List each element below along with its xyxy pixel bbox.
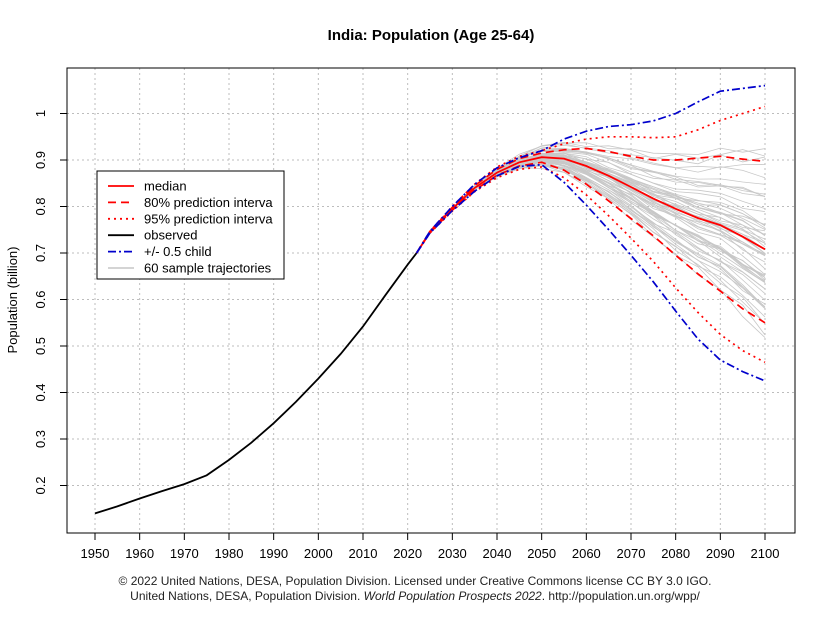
caption-source-suffix: . http://population.un.org/wpp/: [541, 589, 700, 603]
y-tick-label-0.7: 0.7: [33, 244, 48, 262]
plot-frame: [66, 67, 796, 534]
series--0-5-child-upper: [415, 84, 766, 254]
series-median: [415, 156, 766, 254]
y-tick-label-0.5: 0.5: [33, 337, 48, 355]
caption-source: United Nations, DESA, Population Divisio…: [0, 589, 830, 603]
x-tick-label-2060: 2060: [572, 546, 601, 561]
legend-label-4: +/- 0.5 child: [144, 244, 212, 259]
x-tick-label-2070: 2070: [617, 546, 646, 561]
y-axis-label: Population (billion): [5, 247, 20, 354]
series-80-prediction-interva-lower: [415, 161, 766, 324]
x-tick-label-2030: 2030: [438, 546, 467, 561]
x-tick-label-1950: 1950: [81, 546, 110, 561]
y-tick-label-0.9: 0.9: [33, 151, 48, 169]
x-tick-label-1970: 1970: [170, 546, 199, 561]
x-tick-label-1960: 1960: [125, 546, 154, 561]
series-lines: [94, 84, 766, 515]
sample-trajectories: [416, 141, 766, 338]
y-tick-label-0.3: 0.3: [33, 430, 48, 448]
legend-box: [96, 170, 285, 280]
x-tick-label-2040: 2040: [483, 546, 512, 561]
caption-copyright: © 2022 United Nations, DESA, Population …: [118, 574, 712, 588]
y-tick-label-1: 1: [33, 110, 48, 117]
legend-label-1: 80% prediction interva: [144, 195, 273, 210]
series-95-prediction-interva-lower: [415, 166, 766, 364]
x-tick-label-2000: 2000: [304, 546, 333, 561]
legend-label-0: median: [144, 179, 187, 194]
x-tick-label-1990: 1990: [259, 546, 288, 561]
x-tick-label-2050: 2050: [527, 546, 556, 561]
x-tick-label-2080: 2080: [661, 546, 690, 561]
y-tick-label-0.4: 0.4: [33, 383, 48, 401]
series-80-prediction-interva-upper: [415, 147, 766, 254]
y-tick-label-0.6: 0.6: [33, 290, 48, 308]
legend-label-5: 60 sample trajectories: [144, 261, 272, 276]
legend-label-3: observed: [144, 228, 197, 243]
x-tick-label-2020: 2020: [393, 546, 422, 561]
axes: 1950 1960 1970 1980 1990 2000 2010 2020 2030 2040…: [33, 110, 779, 561]
x-tick-label-2090: 2090: [706, 546, 735, 561]
series--0-5-child-lower: [415, 163, 766, 382]
series-95-prediction-interva-upper: [415, 105, 766, 254]
chart-title: India: Population (Age 25-64): [328, 27, 535, 44]
y-tick-label-0.8: 0.8: [33, 197, 48, 215]
caption-source-title: World Population Prospects 2022: [363, 589, 542, 603]
sample-trajectory: [416, 157, 766, 254]
x-tick-label-1980: 1980: [215, 546, 244, 561]
caption-source-prefix: United Nations, DESA, Population Divisio…: [130, 589, 361, 603]
legend-label-2: 95% prediction interva: [144, 211, 273, 226]
grid: [67, 68, 795, 533]
series-observed: [94, 252, 418, 515]
x-tick-label-2100: 2100: [751, 546, 780, 561]
x-tick-label-2010: 2010: [349, 546, 378, 561]
y-tick-label-0.2: 0.2: [33, 476, 48, 494]
